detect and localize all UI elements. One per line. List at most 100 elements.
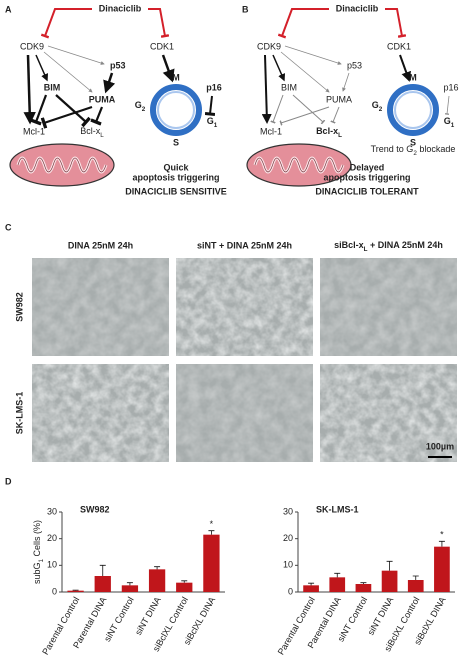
status-label: Delayed (350, 162, 385, 172)
error-bar (386, 560, 393, 571)
bar (434, 546, 450, 592)
connector (47, 45, 105, 65)
status-label: Quick (163, 162, 189, 172)
bar (148, 569, 166, 592)
panel-letter: B (242, 4, 249, 14)
phase-label-main: G (444, 116, 451, 126)
connector (444, 95, 450, 115)
protein-label: Mcl-1 (23, 126, 45, 136)
inhibition (385, 8, 407, 38)
connector (30, 94, 48, 126)
protein-label: CDK1 (150, 41, 174, 51)
note-rest: blockade (417, 144, 456, 154)
error-bar (360, 582, 367, 584)
phase-label-sub: 1 (451, 122, 455, 129)
connector (330, 106, 340, 124)
phase-label-sub: 1 (214, 122, 218, 129)
error-bar (308, 582, 315, 586)
chart-title: SK-LMS-1 (316, 504, 359, 514)
outcome-label: DINACICLIB SENSITIVE (125, 186, 227, 196)
connector (204, 95, 216, 117)
phase-label-main: G (135, 100, 142, 110)
y-axis-label-sub: 1 (38, 559, 45, 563)
error-bar (72, 589, 79, 591)
y-tick-label: 20 (283, 533, 293, 543)
phase-label: G1 (207, 116, 218, 129)
phase-label-main: G (372, 100, 379, 110)
bar (381, 570, 398, 592)
micrograph-texture (32, 364, 169, 462)
note: Trend to G2 blockade (371, 144, 456, 157)
outcome-label: DINACICLIB TOLERANT (315, 186, 419, 196)
row-label: SW982 (14, 292, 24, 322)
column-label: DINA 25nM 24h (68, 240, 133, 250)
connector (272, 54, 286, 82)
cell-cycle-inner (157, 91, 195, 129)
y-tick-label: 30 (283, 506, 293, 516)
phase-label: M (409, 72, 417, 82)
bar (329, 577, 346, 592)
chart-title: SW982 (80, 504, 110, 514)
bar (203, 534, 220, 592)
error-bar (208, 530, 215, 535)
cell-cycle (387, 84, 439, 136)
column-label-main: siBcl-x (334, 240, 364, 250)
phase-label: S (410, 137, 416, 147)
panel-letter: D (5, 476, 12, 486)
y-axis-label-rest: Cells (%) (32, 520, 42, 559)
connector (23, 54, 36, 125)
connector (55, 94, 91, 128)
cell-cycle-inner (394, 91, 432, 129)
phase-label: M (172, 72, 180, 82)
y-tick-label: 10 (283, 560, 293, 570)
row-label: SK-LMS-1 (14, 392, 24, 435)
error-bar (99, 564, 106, 576)
micrograph-texture (320, 364, 457, 462)
connector (261, 54, 272, 124)
protein-label: p53 (347, 60, 362, 70)
protein-label: p53 (110, 60, 126, 70)
y-axis-label-main: subG (32, 563, 42, 585)
bar (407, 580, 424, 592)
panel-letter: C (5, 222, 12, 232)
x-tick-label: siNT DINA (366, 595, 396, 637)
y-tick-label: 0 (52, 586, 57, 596)
column-label-rest: + DINA 25nM 24h (367, 240, 442, 250)
connector (292, 94, 326, 125)
protein-label: PUMA (326, 94, 352, 104)
y-tick-label: 0 (288, 586, 293, 596)
protein-label-sub: L (100, 132, 104, 139)
protein-label: CDK9 (257, 41, 281, 51)
scale-bar-label: 100µm (426, 441, 454, 451)
protein-label: PUMA (89, 94, 116, 104)
micrograph-texture (32, 258, 169, 356)
phase-label-main: G (207, 116, 214, 126)
drug-label: Dinaciclib (99, 3, 142, 13)
protein-label: CDK9 (20, 41, 44, 51)
cristae (254, 157, 344, 173)
panel-letter: A (5, 4, 12, 14)
phase-label-sub: 2 (379, 106, 383, 113)
protein-label: Bcl-xL (316, 126, 342, 139)
connector (399, 54, 411, 82)
protein-label: Mcl-1 (260, 126, 282, 136)
connector (280, 51, 330, 93)
error-bar (412, 575, 419, 580)
bar (176, 582, 193, 592)
bar (355, 584, 372, 592)
protein-label: BIM (281, 82, 297, 92)
protein-label-main: Bcl-x (316, 126, 338, 136)
y-tick-label: 20 (47, 533, 57, 543)
protein-label: p16 (206, 82, 222, 92)
status-label: apoptosis triggering (132, 172, 219, 182)
phase-label: S (173, 137, 179, 147)
y-axis-label: subG1 Cells (%) (32, 520, 45, 584)
significance: * (440, 530, 444, 540)
micrograph-texture (176, 364, 313, 462)
bar (303, 585, 319, 592)
connector (43, 51, 93, 93)
connector (103, 72, 116, 94)
column-label: siNT + DINA 25nM 24h (197, 240, 292, 250)
error-bar (154, 566, 161, 570)
